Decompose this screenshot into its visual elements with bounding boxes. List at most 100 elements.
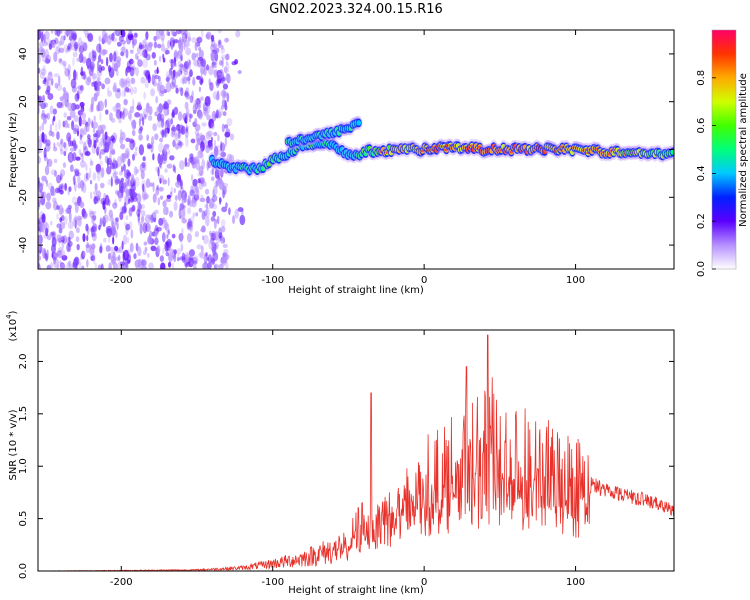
heatmap-cell [194,129,200,136]
top-x-axis-label: Height of straight line (km) [288,285,424,296]
heatmap-cell [175,30,182,35]
heatmap-cell [205,145,210,154]
heatmap-cell [204,204,209,209]
heatmap-cell [125,67,128,77]
heatmap-cell [69,147,75,152]
heatmap-cell [75,71,79,81]
heatmap-cell [177,60,182,68]
heatmap-cell [56,141,61,147]
heatmap-cell [162,206,169,216]
heatmap-cell [227,62,230,73]
heatmap-cell [195,143,199,151]
heatmap-cell [208,65,214,76]
heatmap-cell [173,49,178,59]
heatmap-cell [163,219,168,230]
heatmap-cell [74,43,78,52]
heatmap-cell [44,142,51,152]
heatmap-cell [133,151,138,157]
heatmap-cell [158,76,161,82]
heatmap-cell [213,264,217,269]
heatmap-cell [87,33,94,43]
heatmap-cell [96,146,100,156]
heatmap-cell [166,163,173,169]
heatmap-cell [56,223,62,229]
heatmap-cell [170,131,176,138]
heatmap-cell [53,115,56,122]
heatmap-cell [97,124,103,135]
heatmap-cell [212,203,218,210]
heatmap-cell [180,77,185,84]
heatmap-cell [42,65,46,72]
heatmap-cell [232,215,236,225]
heatmap-cell [234,208,239,219]
heatmap-cell [185,136,189,148]
heatmap-cell [190,138,196,144]
heatmap-cell [60,169,66,177]
heatmap-cell [136,208,141,218]
heatmap-cell [129,138,134,144]
heatmap-cell [77,175,81,184]
heatmap-cell [142,49,148,59]
heatmap-cell [138,221,144,226]
heatmap-cell [93,133,98,138]
colorbar-tick-label: 0.6 [696,118,707,134]
heatmap-cell [68,186,72,192]
heatmap-cell [111,137,116,144]
heatmap-cell [200,141,205,152]
y-tick-label: 0 [18,146,29,152]
heatmap-cell [203,209,208,217]
heatmap-cell [225,261,229,269]
heatmap-cell [223,248,229,255]
heatmap-cell [85,124,90,133]
heatmap-cell [67,69,71,81]
heatmap-cell [208,230,212,236]
heatmap-cell [85,163,88,172]
heatmap-cell [81,208,86,218]
heatmap-cell [91,49,94,54]
heatmap-cell [134,53,139,60]
heatmap-cell [221,76,226,82]
heatmap-cell [75,227,80,234]
svg-text:(x104): (x104) [5,310,19,341]
heatmap-cell [159,195,164,200]
heatmap-cell [100,66,105,71]
heatmap-cell [147,235,151,245]
heatmap-cell [192,109,197,114]
heatmap-cell [123,81,128,92]
heatmap-cell [178,160,185,170]
heatmap-cell [100,137,105,147]
heatmap-cell [169,191,173,198]
colorbar-tick-label: 0.8 [696,70,707,86]
heatmap-cell [138,42,143,50]
heatmap-cell [92,81,97,86]
heatmap-cell [217,108,224,117]
heatmap-cell [171,233,176,239]
heatmap-cell [105,56,109,67]
heatmap-cell [131,204,136,212]
heatmap-cell [53,170,57,177]
heatmap-cell [41,55,48,63]
heatmap-cell [59,217,63,223]
heatmap-cell [114,171,118,176]
heatmap-cell [181,196,187,204]
heatmap-cell [96,80,102,87]
heatmap-cell [74,219,77,229]
heatmap-cell [90,51,94,56]
heatmap-cell [67,45,70,51]
heatmap-cell [221,186,227,198]
y-tick-label: 2.0 [18,353,29,369]
y-tick-label: -40 [18,237,29,253]
heatmap-cell [220,104,225,110]
heatmap-cell [210,176,215,182]
heatmap-cell [179,234,183,244]
heatmap-cell [203,137,207,144]
heatmap-cell [121,30,126,38]
heatmap-cell [182,79,185,85]
heatmap-cell [56,83,63,91]
heatmap-cell [190,220,193,228]
heatmap-cell [83,213,88,218]
heatmap-cell [208,95,211,107]
heatmap-cell [129,105,135,114]
heatmap-cell [78,115,82,127]
heatmap-cell [217,149,222,156]
